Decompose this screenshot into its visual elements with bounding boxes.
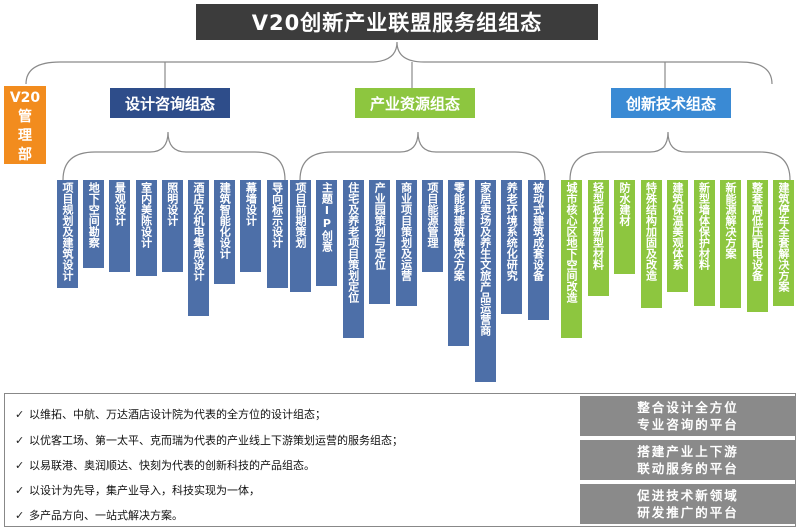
platform-box: 促进技术新领域 研发推广的平台 — [580, 484, 796, 524]
item-industry-3: 产业园策划与定位 — [369, 180, 391, 304]
item-tech-7: 整套高低压配电设备 — [746, 180, 768, 312]
summary-line: ✓ 以优客工场、第一太平、克而瑞为代表的产业线上下游策划运营的服务组态； — [15, 434, 403, 447]
summary-line: ✓ 以设计为先导，集产业导入，科技实现为一体， — [15, 484, 260, 497]
item-industry-9: 被动式建筑成套设备 — [527, 180, 549, 320]
item-industry-6: 零能耗建筑解决方案 — [448, 180, 470, 346]
check-icon: ✓ — [15, 434, 25, 447]
item-industry-4: 商业项目策划及运营 — [395, 180, 417, 306]
item-tech-4: 建筑保温美观体系 — [667, 180, 688, 292]
item-industry-1: 主题IP创意 — [316, 180, 338, 286]
group-tech-header: 创新技术组态 — [611, 88, 731, 118]
item-tech-1: 轻型板材新型材料 — [587, 180, 609, 296]
item-tech-2: 防水建材 — [614, 180, 635, 274]
summary-line: ✓ 以维拓、中航、万达酒店设计院为代表的全方位的设计组态； — [15, 408, 326, 421]
group-industry-header: 产业资源组态 — [355, 88, 475, 118]
check-icon: ✓ — [15, 408, 25, 421]
platform-box: 搭建产业上下游 联动服务的平台 — [580, 440, 796, 480]
platform-box: 整合设计全方位 专业咨询的平台 — [580, 396, 796, 436]
item-design-5: 酒店及机电集成设计 — [188, 180, 209, 316]
item-tech-3: 特殊结构加固及改造 — [640, 180, 662, 308]
summary-line: ✓ 以易联港、奥润顺达、快刻为代表的创新科技的产品组态。 — [15, 459, 315, 472]
group-design-header: 设计咨询组态 — [110, 88, 230, 118]
item-design-4: 照明设计 — [161, 180, 183, 272]
check-icon: ✓ — [15, 459, 25, 472]
item-industry-7: 家居卖场及养生文旅产品运营商 — [474, 180, 496, 382]
item-design-1: 地下空间勘察 — [83, 180, 105, 268]
item-design-2: 景观设计 — [109, 180, 131, 272]
item-industry-2: 住宅及养老项目策划定位 — [342, 180, 364, 338]
item-tech-5: 新型墙体保护材料 — [693, 180, 715, 306]
summary-line: ✓ 多产品方向、一站式解决方案。 — [15, 509, 183, 522]
item-design-3: 室内美陈设计 — [135, 180, 157, 276]
check-icon: ✓ — [15, 484, 25, 497]
item-design-8: 导向标示设计 — [266, 180, 288, 288]
item-design-6: 建筑智能化设计 — [214, 180, 236, 284]
item-design-7: 幕墙设计 — [240, 180, 262, 272]
item-tech-6: 新能源解决方案 — [720, 180, 741, 308]
item-industry-8: 养老环境系统化研究 — [501, 180, 523, 314]
item-industry-5: 项目能源管理 — [422, 180, 443, 272]
item-industry-0: 项目前期策划 — [290, 180, 311, 292]
item-design-0: 项目规划及建筑设计 — [57, 180, 78, 288]
check-icon: ✓ — [15, 509, 25, 522]
summary-panel: ✓ 以维拓、中航、万达酒店设计院为代表的全方位的设计组态； ✓ 以优客工场、第一太平、… — [4, 393, 796, 527]
diagram-title: V20创新产业联盟服务组组态 — [196, 4, 598, 40]
management-label: V20 管理部 — [9, 90, 41, 163]
item-tech-8: 建筑停车全套解决方案 — [773, 180, 794, 306]
item-tech-0: 城市核心区地下空间改造 — [561, 180, 582, 338]
management-box: V20 管理部 — [4, 86, 46, 164]
